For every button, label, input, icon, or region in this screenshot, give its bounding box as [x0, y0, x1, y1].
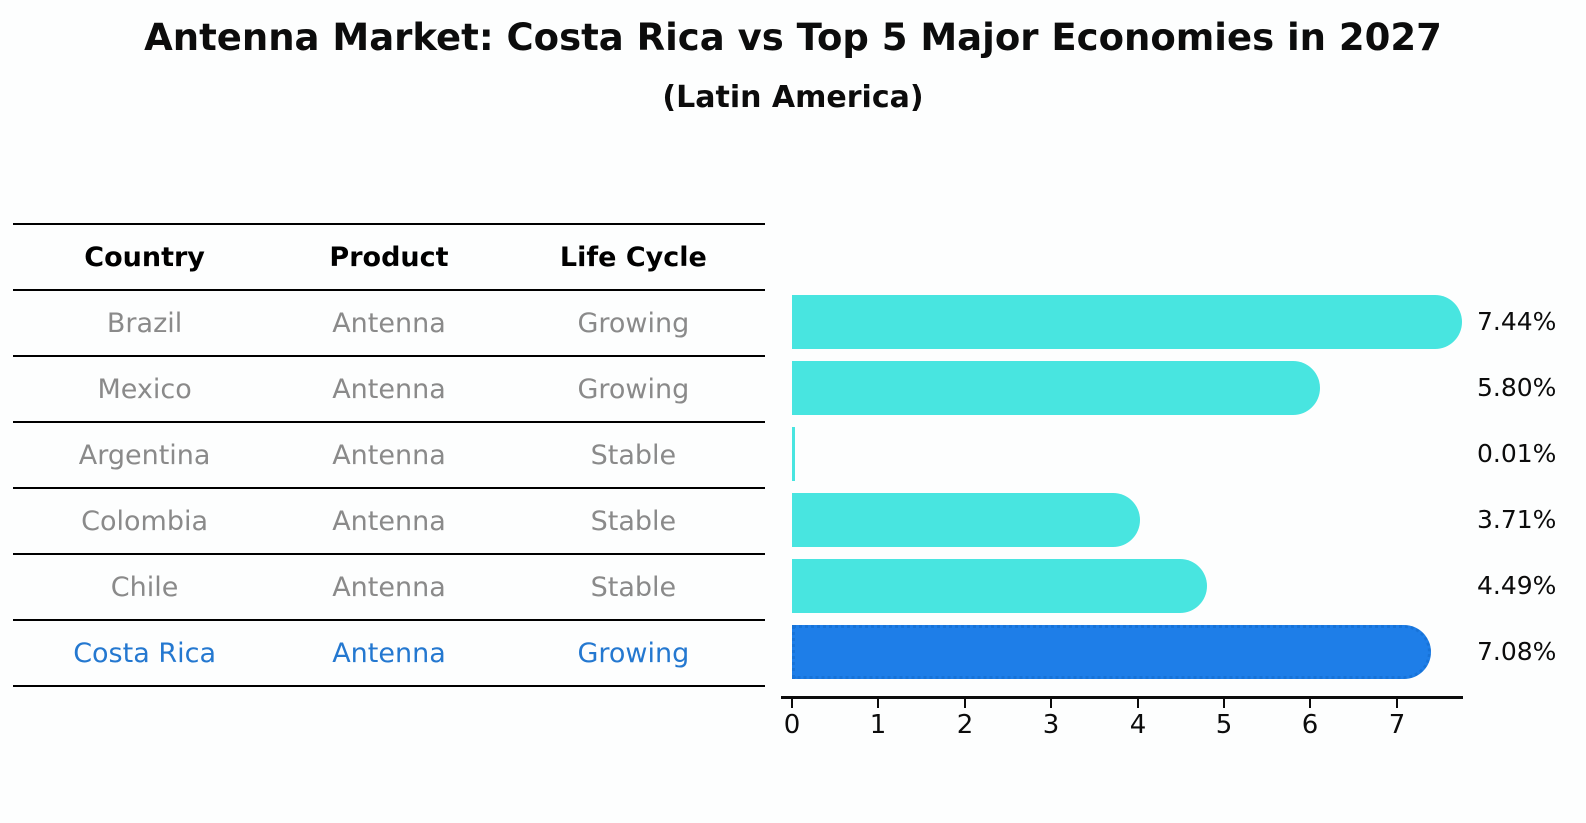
bar-chile	[792, 559, 1207, 613]
value-label-costa-rica: 7.08%	[1477, 637, 1557, 666]
x-tick	[791, 699, 793, 708]
header-cell-product: Product	[329, 241, 449, 273]
life-cycle-cell: Growing	[577, 307, 690, 339]
value-label-chile: 4.49%	[1477, 571, 1557, 600]
bar-brazil	[792, 295, 1462, 349]
bar-mexico	[792, 361, 1320, 415]
value-label-colombia: 3.71%	[1477, 505, 1557, 534]
x-tick-label: 2	[956, 710, 974, 740]
country-cell: Mexico	[97, 373, 192, 405]
life-cycle-cell: Stable	[590, 571, 677, 603]
country-cell: Colombia	[81, 505, 209, 537]
x-tick	[1309, 699, 1311, 708]
x-tick-label: 5	[1215, 710, 1233, 740]
country-cell: Argentina	[78, 439, 211, 471]
product-cell: Antenna	[332, 571, 446, 603]
life-cycle-cell: Stable	[590, 439, 677, 471]
table-row-mexico: Mexico Antenna Growing	[13, 355, 765, 421]
bar-colombia	[792, 493, 1140, 547]
x-tick-label: 4	[1129, 710, 1147, 740]
product-cell: Antenna	[332, 307, 446, 339]
x-axis-line	[781, 696, 1463, 699]
x-tick	[1137, 699, 1139, 708]
x-tick-label: 1	[869, 710, 887, 740]
bar-argentina	[792, 427, 795, 481]
country-cell: Costa Rica	[73, 637, 216, 669]
page-title: Antenna Market: Costa Rica vs Top 5 Majo…	[144, 16, 1442, 59]
table-row-costa-rica: Costa Rica Antenna Growing	[13, 619, 765, 685]
value-label-argentina: 0.01%	[1477, 439, 1557, 468]
x-tick-label: 7	[1388, 710, 1406, 740]
x-tick	[1050, 699, 1052, 708]
life-cycle-cell: Growing	[577, 373, 690, 405]
header-cell-country: Country	[84, 241, 205, 273]
x-tick-label: 0	[783, 710, 801, 740]
header-cell-life-cycle: Life Cycle	[559, 241, 707, 273]
table-row-colombia: Colombia Antenna Stable	[13, 487, 765, 553]
value-label-mexico: 5.80%	[1477, 373, 1557, 402]
life-cycle-cell: Growing	[577, 637, 690, 669]
x-tick-label: 3	[1042, 710, 1060, 740]
life-cycle-cell: Stable	[590, 505, 677, 537]
country-cell: Brazil	[106, 307, 183, 339]
x-tick	[1396, 699, 1398, 708]
value-label-brazil: 7.44%	[1477, 307, 1557, 336]
table-row-argentina: Argentina Antenna Stable	[13, 421, 765, 487]
product-cell: Antenna	[332, 373, 446, 405]
data-table: Country Product Life Cycle Brazil Antenna Gro…	[13, 223, 765, 687]
product-cell: Antenna	[332, 505, 446, 537]
country-cell: Chile	[110, 571, 179, 603]
x-tick	[1223, 699, 1225, 708]
x-tick	[877, 699, 879, 708]
product-cell: Antenna	[332, 439, 446, 471]
page-subtitle: (Latin America)	[662, 80, 924, 115]
table-row-chile: Chile Antenna Stable	[13, 553, 765, 619]
bar-costa-rica	[792, 625, 1431, 679]
table-header-row: Country Product Life Cycle	[13, 223, 765, 289]
product-cell: Antenna	[332, 637, 446, 669]
table-row-brazil: Brazil Antenna Growing	[13, 289, 765, 355]
x-tick	[964, 699, 966, 708]
x-tick-label: 6	[1301, 710, 1319, 740]
